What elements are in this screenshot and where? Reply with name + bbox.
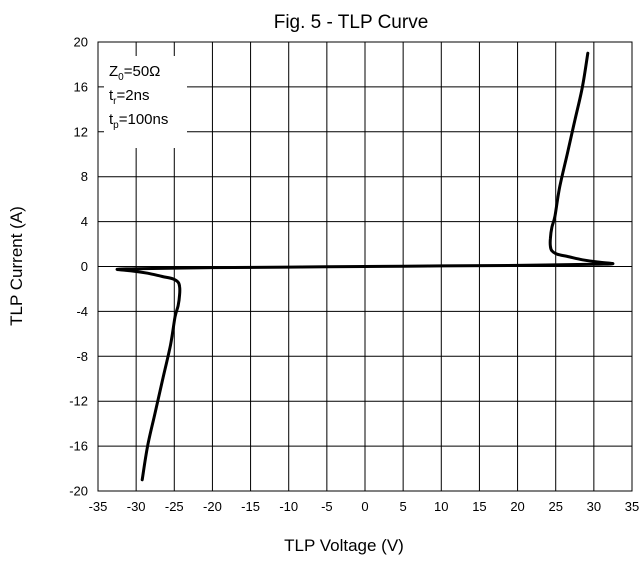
y-tick-labels: -20 -16 -12 -8 -4 0 4 8 12 16 20 bbox=[69, 35, 88, 499]
parameter-box bbox=[104, 56, 187, 148]
y-tick-label: -20 bbox=[69, 484, 88, 499]
y-tick-label: 16 bbox=[74, 79, 88, 94]
y-tick-label: -4 bbox=[76, 304, 88, 319]
x-axis-label: TLP Voltage (V) bbox=[284, 536, 404, 555]
series-group bbox=[115, 51, 615, 482]
y-tick-label: 8 bbox=[81, 169, 88, 184]
test-parameters: Z0=50Ω tr=2ns tp=100ns bbox=[109, 63, 168, 131]
chart-title: Fig. 5 - TLP Curve bbox=[274, 12, 429, 33]
x-tick-label: -30 bbox=[127, 499, 146, 514]
x-tick-label: -25 bbox=[165, 499, 184, 514]
x-tick-label: 10 bbox=[434, 499, 448, 514]
x-tick-label: 30 bbox=[587, 499, 601, 514]
y-tick-label: 20 bbox=[74, 35, 88, 50]
x-tick-label: 15 bbox=[472, 499, 486, 514]
x-tick-label: 0 bbox=[361, 499, 368, 514]
x-tick-label: 5 bbox=[400, 499, 407, 514]
y-tick-label: 4 bbox=[81, 214, 88, 229]
x-tick-label: 35 bbox=[625, 499, 639, 514]
y-axis-label: TLP Current (A) bbox=[7, 206, 26, 326]
y-tick-label: 12 bbox=[74, 124, 88, 139]
y-tick-label: -8 bbox=[76, 349, 88, 364]
x-tick-label: 25 bbox=[548, 499, 562, 514]
x-tick-label: -5 bbox=[321, 499, 333, 514]
tlp-curve-line bbox=[115, 51, 615, 482]
parameter-text: tp=100ns bbox=[109, 111, 168, 131]
y-tick-label: -12 bbox=[69, 394, 88, 409]
parameter-text: Z0=50Ω bbox=[109, 63, 160, 83]
y-tick-label: 0 bbox=[81, 259, 88, 274]
x-tick-label: -35 bbox=[89, 499, 108, 514]
x-tick-label: -10 bbox=[279, 499, 298, 514]
y-tick-label: -16 bbox=[69, 439, 88, 454]
x-tick-labels: -35 -30 -25 -20 -15 -10 -5 0 5 10 15 20 25 30 35 bbox=[89, 499, 640, 514]
x-tick-label: 20 bbox=[510, 499, 524, 514]
x-tick-label: -15 bbox=[241, 499, 260, 514]
x-tick-label: -20 bbox=[203, 499, 222, 514]
parameter-text: tr=2ns bbox=[109, 87, 149, 107]
plot-frame bbox=[97, 41, 633, 492]
